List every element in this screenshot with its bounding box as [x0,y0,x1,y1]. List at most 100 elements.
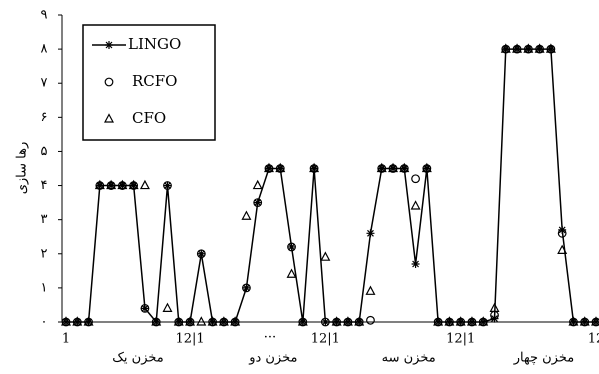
data-point [107,181,116,190]
data-point [366,315,375,325]
data-point [139,179,150,190]
data-point [580,318,589,326]
data-point [389,164,398,173]
data-point [186,318,195,326]
data-point [512,43,523,53]
data-point [455,316,466,326]
data-point [377,164,386,173]
data-point [546,45,555,54]
data-point [320,251,331,261]
data-point [478,316,489,326]
data-point [163,181,172,190]
data-point [332,318,341,326]
data-point [410,200,421,210]
data-point [264,164,273,173]
data-point [592,318,599,326]
data-point [557,228,567,238]
group-label: مخزن چهار [513,351,574,366]
data-point [152,318,161,326]
data-point [287,242,296,251]
data-point [286,268,297,278]
data-point [444,316,455,326]
data-point [331,316,342,326]
data-point [422,164,431,173]
y-tick-label: ۹ [41,8,48,23]
data-point [218,316,229,326]
data-point [174,318,183,326]
data-point [276,164,285,173]
data-point [310,164,319,173]
data-point [151,316,162,326]
data-point [568,316,579,326]
data-point [95,181,104,190]
data-point [321,318,330,326]
data-point [207,316,218,326]
data-point [219,318,228,326]
data-point [118,181,127,190]
data-point [140,304,149,313]
data-point [196,249,206,259]
data-point [513,45,522,54]
data-point [489,302,500,312]
data-point [275,162,286,173]
y-tick-label: ۱ [41,280,48,295]
data-point [208,318,217,326]
data-point [366,229,375,238]
data-point [253,198,263,208]
legend-marker [105,41,113,49]
annotation: ... [264,327,276,342]
data-point [524,45,533,54]
data-point [545,43,556,53]
data-point [196,316,207,326]
group-label: مخزن یک [112,351,163,366]
data-point [466,316,477,326]
data-point [411,174,420,184]
y-tick-label: ۲ [41,246,48,261]
data-point [456,318,465,326]
data-point [263,162,274,173]
data-point [365,285,376,295]
data-point [400,164,409,173]
data-point [242,283,251,292]
data-point [163,181,172,190]
x-tick-label: 12|1 [175,332,204,347]
data-point [83,316,94,326]
group-label: مخزن سه [382,351,436,366]
data-point [162,302,173,312]
data-point [467,318,476,326]
data-point [343,318,352,326]
data-point [231,318,240,326]
legend-marker [104,77,114,87]
data-point [557,244,568,254]
data-point [106,179,117,190]
x-tick-label: 1 [62,332,70,347]
legend-label: LINGO [128,35,181,53]
y-tick-label: ۶ [41,110,48,125]
x-tick-label: 12|1 [446,332,475,347]
data-point [140,303,150,313]
data-point [399,162,410,173]
data-point [421,162,432,173]
data-point [173,316,184,326]
y-axis-label: رها سازی [15,142,30,195]
data-point [479,318,488,326]
data-point [434,318,443,326]
data-point [197,249,206,258]
data-point [72,316,83,326]
data-point [411,260,420,269]
data-point [297,316,308,326]
data-point [129,181,138,190]
legend-label: RCFO [132,72,177,90]
data-point [128,179,139,190]
y-tick-label: ۸ [41,42,48,57]
data-point [309,162,320,173]
x-tick-label: 12|1 [311,332,340,347]
data-point [355,318,364,326]
y-tick-label: ۴ [41,178,48,193]
legend-marker [104,113,114,123]
data-point [185,316,196,326]
data-point [241,210,252,220]
y-tick-label: ۰ [41,315,48,330]
data-point [230,316,241,326]
data-point [535,45,544,54]
